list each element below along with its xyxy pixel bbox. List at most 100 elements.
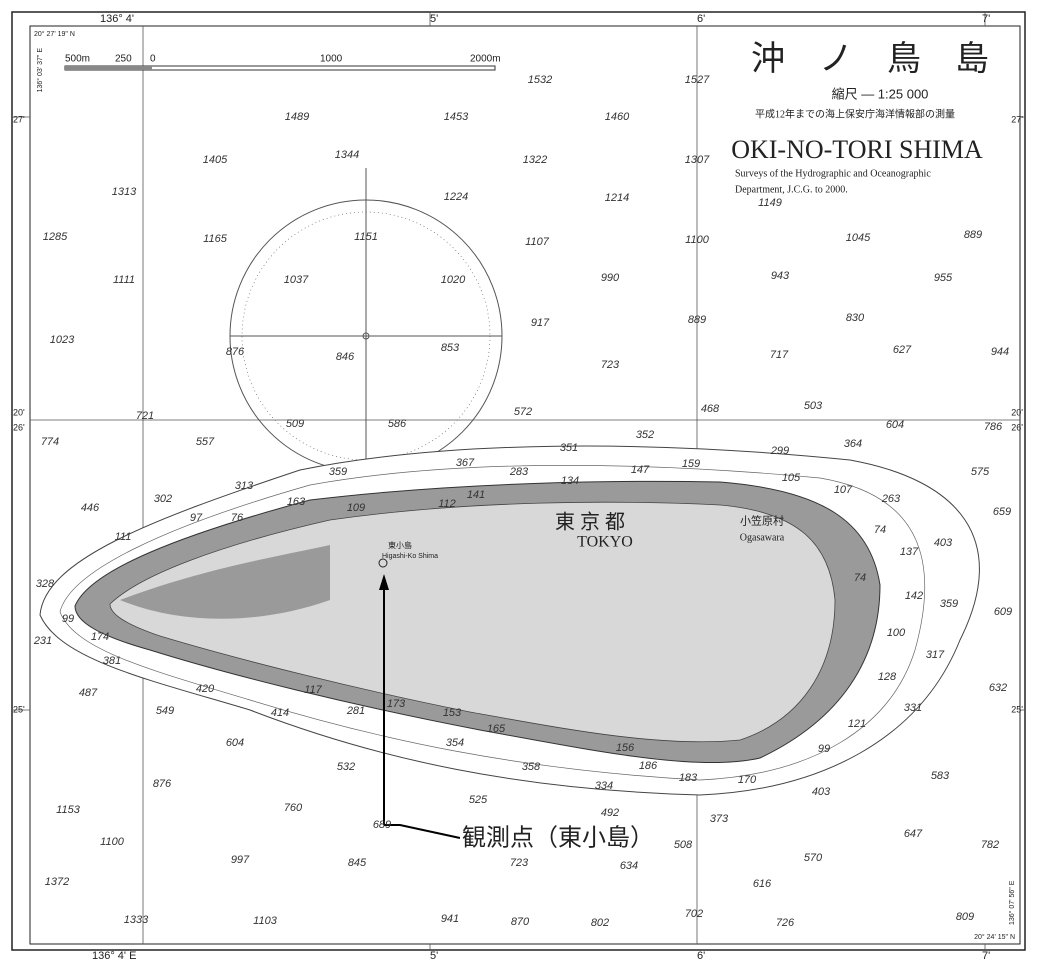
depth-sounding: 1285: [43, 231, 68, 243]
depth-sounding: 381: [103, 655, 121, 667]
depth-sounding: 853: [441, 342, 460, 354]
depth-sounding: 997: [231, 854, 250, 866]
depth-sounding: 121: [848, 718, 866, 730]
arrowhead: [379, 574, 389, 590]
depth-sounding: 141: [467, 489, 485, 501]
depth-sounding: 583: [931, 770, 950, 782]
corner-coord: 136° 03' 37" E: [36, 48, 44, 93]
depth-sounding: 990: [601, 272, 620, 284]
depth-sounding: 943: [771, 270, 790, 282]
annotation-bg: [460, 822, 682, 854]
depth-sounding: 1344: [335, 149, 359, 161]
depth-sounding: 1165: [203, 233, 228, 245]
depth-sounding: 525: [469, 794, 488, 806]
depth-sounding: 944: [991, 346, 1009, 358]
depth-sounding: 468: [701, 403, 720, 415]
depth-sounding: 1045: [846, 232, 871, 244]
depth-sounding: 1333: [124, 914, 149, 926]
edge-label: 6': [697, 13, 705, 25]
depth-sounding: 100: [887, 627, 906, 639]
depth-sounding: 358: [522, 761, 541, 773]
depth-sounding: 503: [804, 400, 823, 412]
edge-label: 26': [1011, 422, 1023, 432]
depth-sounding: 1405: [203, 154, 228, 166]
depth-sounding: 109: [347, 502, 365, 514]
depth-sounding: 354: [446, 737, 464, 749]
depth-sounding: 689: [373, 819, 391, 831]
edge-label: 7': [982, 13, 990, 25]
depth-sounding: 134: [561, 475, 579, 487]
scale-bar: [64, 65, 496, 71]
scale-label: 2000m: [470, 54, 501, 65]
depth-sounding: 128: [878, 671, 897, 683]
depth-sounding: 359: [329, 466, 347, 478]
scale-label: 250: [115, 54, 132, 65]
edge-label: 5': [430, 13, 438, 25]
depth-sounding: 846: [336, 351, 355, 363]
depth-sounding: 1489: [285, 111, 309, 123]
depth-sounding: 313: [235, 480, 254, 492]
depth-sounding: 147: [631, 464, 650, 476]
depth-sounding: 76: [231, 512, 244, 524]
depth-sounding: 604: [226, 737, 244, 749]
soundings: 1532 1527 1489 1453 1460 1405 1344 1322 1307 1313…: [33, 74, 1012, 929]
depth-sounding: 156: [616, 742, 635, 754]
depth-sounding: 1460: [605, 111, 630, 123]
depth-sounding: 173: [387, 698, 406, 710]
place-label: Ogasawara: [740, 532, 785, 543]
depth-sounding: 112: [438, 498, 456, 510]
edge-label: 20': [1011, 407, 1023, 417]
depth-sounding: 107: [834, 484, 853, 496]
depth-sounding: 183: [679, 772, 698, 784]
depth-sounding: 1107: [525, 236, 550, 248]
edge-label: 27': [1011, 114, 1023, 124]
annotation-line: [384, 824, 461, 839]
depth-sounding: 186: [639, 760, 658, 772]
depth-sounding: 870: [511, 916, 530, 928]
depth-sounding: 142: [905, 590, 923, 602]
depth-sounding: 165: [487, 723, 506, 735]
depth-sounding: 616: [753, 878, 772, 890]
depth-sounding: 367: [456, 457, 475, 469]
depth-sounding: 1307: [685, 154, 710, 166]
depth-sounding: 446: [81, 502, 100, 514]
scale-label: 500m: [65, 54, 90, 65]
depth-sounding: 403: [934, 537, 953, 549]
corner-coord: 136° 07' 56" E: [1008, 880, 1016, 925]
depth-sounding: 317: [926, 649, 945, 661]
depth-sounding: 420: [196, 683, 215, 695]
depth-sounding: 373: [710, 813, 729, 825]
depth-sounding: 159: [682, 458, 700, 470]
depth-sounding: 830: [846, 312, 865, 324]
depth-sounding: 153: [443, 707, 462, 719]
depth-sounding: 1103: [253, 915, 278, 927]
title-en: OKI-NO-TORI SHIMA: [731, 135, 983, 164]
depth-sounding: 74: [874, 524, 886, 536]
annotation: 観測点（東小島）: [462, 824, 654, 851]
depth-sounding: 403: [812, 786, 831, 798]
depth-sounding: 492: [601, 807, 619, 819]
depth-sounding: 1151: [354, 231, 378, 243]
depth-sounding: 414: [271, 707, 289, 719]
depth-sounding: 809: [956, 911, 974, 923]
depth-sounding: 659: [993, 506, 1011, 518]
observation-point: [378, 558, 388, 568]
reef: [120, 545, 330, 619]
edge-label: 5': [430, 950, 438, 962]
edge-label: 136° 4' E: [92, 950, 136, 962]
depth-sounding: 1153: [56, 804, 81, 816]
edge-label: 6': [697, 950, 705, 962]
depth-sounding: 334: [595, 780, 613, 792]
edge-label: 26': [13, 422, 25, 432]
depth-sounding: 163: [287, 496, 306, 508]
depth-sounding: 557: [196, 436, 215, 448]
depth-sounding: 352: [636, 429, 654, 441]
place-label: Higashi-Ko Shima: [382, 553, 438, 560]
place-label: 小笠原村: [740, 514, 784, 528]
depth-sounding: 941: [441, 913, 459, 925]
depth-sounding: 723: [601, 359, 620, 371]
depth-sounding: 1149: [758, 197, 782, 209]
depth-sounding: 782: [981, 839, 999, 851]
depth-sounding: 1100: [100, 836, 125, 848]
